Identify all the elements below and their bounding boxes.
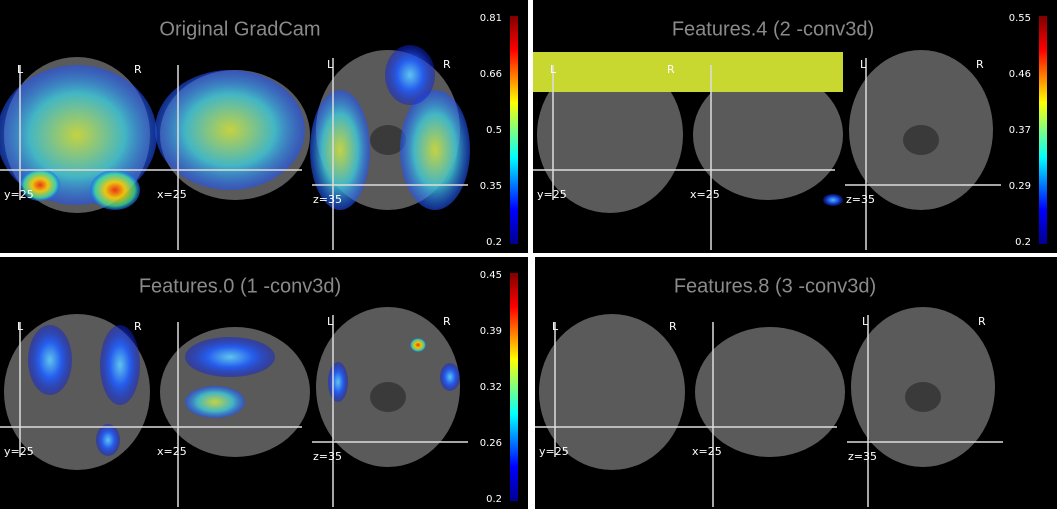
colorbar-tick-label: 0.2 [486, 494, 502, 505]
orientation-label: L [327, 315, 334, 328]
orientation-label: L [17, 63, 24, 76]
panel: Features.8 (3 -conv3d) L Ry=25 x=25 L Rz=35 [535, 257, 1057, 509]
colorbar-tick-label: 0.2 [1015, 237, 1031, 248]
activation [310, 90, 370, 210]
sagittal-slice [693, 70, 843, 200]
orientation-label: R [978, 315, 986, 328]
colorbar-tick-label: 0.45 [480, 270, 502, 281]
orientation-label: R [134, 320, 142, 333]
coronal-slice [537, 57, 683, 213]
panel: Original GradCam L Ry=25 x=25 L Rz=35 0.81 0.66… [0, 0, 528, 253]
brainstem [903, 125, 939, 155]
panel-title: Features.4 (2 -conv3d) [672, 18, 874, 40]
colorbar-tick-label: 0.39 [480, 326, 502, 337]
coordinate-label: y=25 [4, 445, 34, 458]
orientation-label: L [860, 58, 867, 71]
orientation-label: R [669, 320, 677, 333]
colorbar-tick-label: 0.37 [1009, 125, 1031, 136]
colorbar-tick-label: 0.81 [480, 13, 502, 24]
activation [90, 170, 140, 210]
activation [823, 194, 843, 206]
coordinate-label: x=25 [690, 188, 720, 201]
coordinate-label: x=25 [157, 188, 187, 201]
orientation-label: R [976, 58, 984, 71]
coordinate-label: z=35 [846, 193, 875, 206]
coordinate-label: y=25 [4, 188, 34, 201]
colorbar-tick-label: 0.26 [480, 438, 502, 449]
brainstem [370, 382, 406, 412]
orientation-label: R [134, 63, 142, 76]
activation [385, 45, 435, 105]
coordinate-label: z=35 [848, 450, 877, 463]
orientation-label: L [862, 315, 869, 328]
orientation-label: L [327, 58, 334, 71]
colorbar [1039, 16, 1047, 244]
colorbar-tick-label: 0.29 [1009, 181, 1031, 192]
orientation-label: L [552, 320, 559, 333]
colorbar [510, 273, 518, 501]
panel-title: Original GradCam [159, 18, 320, 40]
coordinate-label: x=25 [157, 445, 187, 458]
brainstem [905, 382, 941, 412]
coordinate-label: y=25 [537, 188, 567, 201]
activation [28, 325, 72, 395]
panel-title: Features.0 (1 -conv3d) [139, 275, 341, 297]
coordinate-label: z=35 [313, 450, 342, 463]
orientation-label: R [443, 58, 451, 71]
coronal-slice [539, 314, 685, 470]
activation [155, 70, 305, 190]
colorbar-tick-label: 0.66 [480, 69, 502, 80]
activation [440, 363, 460, 391]
activation [533, 52, 843, 92]
brainstem [370, 125, 406, 155]
activation [185, 386, 245, 418]
sagittal-slice [695, 327, 845, 457]
colorbar [510, 16, 518, 244]
activation [400, 90, 470, 210]
panel: Features.4 (2 -conv3d) L Ry=25 x=25 L Rz=35 0.… [533, 0, 1057, 253]
orientation-label: R [443, 315, 451, 328]
coordinate-label: y=25 [539, 445, 569, 458]
colorbar-tick-label: 0.32 [480, 382, 502, 393]
activation [185, 337, 275, 377]
activation [100, 325, 140, 405]
coordinate-label: z=35 [313, 193, 342, 206]
colorbar-tick-label: 0.5 [486, 125, 502, 136]
colorbar-tick-label: 0.55 [1009, 13, 1031, 24]
colorbar-tick-label: 0.46 [1009, 69, 1031, 80]
coordinate-label: x=25 [692, 445, 722, 458]
orientation-label: R [667, 63, 675, 76]
panel: Features.0 (1 -conv3d) L Ry=25 x=25 L Rz=35 0.… [0, 257, 528, 509]
activation [410, 338, 426, 352]
activation [328, 362, 348, 402]
panel-title: Features.8 (3 -conv3d) [674, 275, 876, 297]
activation [20, 169, 60, 201]
activation [96, 424, 120, 456]
orientation-label: L [17, 320, 24, 333]
orientation-label: L [550, 63, 557, 76]
colorbar-tick-label: 0.2 [486, 237, 502, 248]
colorbar-tick-label: 0.35 [480, 181, 502, 192]
